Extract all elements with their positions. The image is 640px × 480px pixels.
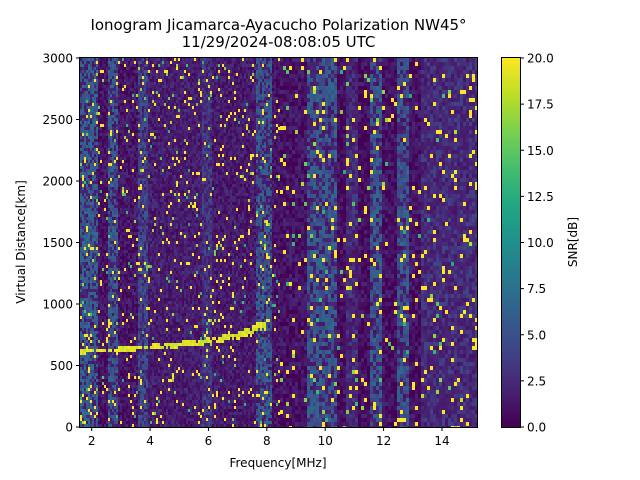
y-tick-label: 1000: [42, 298, 73, 312]
colorbar: [501, 57, 521, 428]
heatmap-image: [80, 58, 477, 427]
y-tick-label: 2000: [42, 175, 73, 189]
colorbar-gradient: [502, 58, 520, 427]
y-tick-label: 1500: [42, 236, 73, 250]
x-axis-label: Frequency[MHz]: [229, 456, 326, 470]
colorbar-tick-label: 0.0: [527, 421, 546, 435]
colorbar-tick-label: 12.5: [527, 190, 554, 204]
colorbar-tick-label: 20.0: [527, 52, 554, 66]
x-tick-label: 2: [88, 434, 96, 448]
x-tick-label: 12: [376, 434, 391, 448]
colorbar-label: SNR[dB]: [566, 217, 580, 267]
colorbar-tick-label: 2.5: [527, 374, 546, 388]
y-tick-label: 500: [50, 359, 73, 373]
y-tick-label: 0: [65, 421, 73, 435]
chart-title: Ionogram Jicamarca-Ayacucho Polarization…: [90, 16, 467, 34]
x-tick-label: 8: [263, 434, 271, 448]
colorbar-tick-label: 10.0: [527, 236, 554, 250]
colorbar-tick-label: 15.0: [527, 144, 554, 158]
y-axis-label: Virtual Distance[km]: [14, 180, 28, 304]
colorbar-tick-label: 5.0: [527, 328, 546, 342]
x-axis-ticks: 2 4 6 8 10 12 14: [88, 427, 450, 448]
y-tick-label: 2500: [42, 113, 73, 127]
x-tick-label: 14: [434, 434, 449, 448]
colorbar-tick-label: 7.5: [527, 282, 546, 296]
colorbar-ticks: 0.0 2.5 5.0 7.5 10.0 12.5 15.0 17.5 20.0: [520, 52, 554, 435]
x-tick-label: 10: [318, 434, 333, 448]
plot-area: [79, 57, 478, 428]
y-tick-label: 3000: [42, 52, 73, 66]
x-tick-label: 4: [146, 434, 154, 448]
chart-subtitle: 11/29/2024-08:08:05 UTC: [181, 33, 376, 51]
x-tick-label: 6: [205, 434, 213, 448]
colorbar-tick-label: 17.5: [527, 98, 554, 112]
y-axis-ticks: 0 500 1000 1500 2000 2500 3000: [42, 52, 80, 435]
